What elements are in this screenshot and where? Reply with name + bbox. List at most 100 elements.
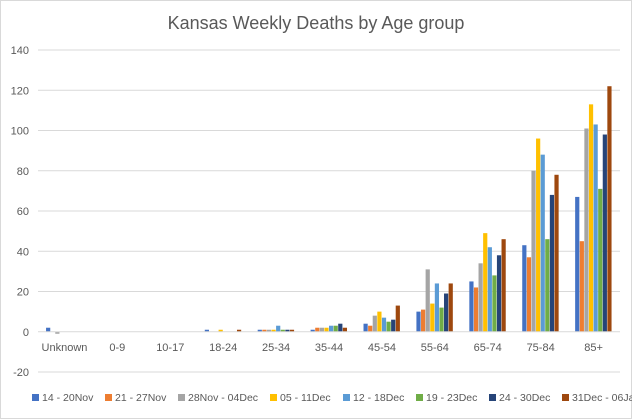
bar [496, 255, 502, 332]
legend-swatch [105, 394, 112, 401]
bar [545, 239, 550, 332]
x-category-label: 85+ [584, 342, 603, 354]
x-category-label: 10-17 [156, 342, 184, 354]
bar [554, 174, 559, 332]
x-category-label: 0-9 [109, 342, 125, 354]
x-category-label: 75-84 [527, 342, 555, 354]
bar [540, 154, 545, 332]
bar [536, 138, 541, 332]
y-tick-label: 120 [11, 85, 29, 97]
bar [372, 315, 377, 332]
y-axis-ticks: -20 0 20 40 60 80 100 120 140 [11, 45, 29, 379]
bar [469, 281, 474, 332]
bar [319, 327, 324, 332]
bar [381, 317, 387, 332]
x-axis-labels: Unknown 0-9 10-17 18-24 25-34 35-44 45-54 55-64… [42, 342, 603, 354]
bar [487, 247, 492, 332]
legend-swatch [562, 394, 569, 401]
bar [262, 329, 267, 332]
y-tick-label: 40 [17, 246, 29, 258]
x-category-label: Unknown [42, 342, 88, 354]
y-tick-label: 20 [17, 287, 29, 299]
bar [526, 257, 532, 332]
bar [448, 283, 453, 332]
y-tick-label: 0 [23, 327, 29, 339]
y-tick-label: 60 [17, 206, 29, 218]
x-category-label: 18-24 [209, 342, 237, 354]
bar [395, 305, 400, 332]
bar [425, 269, 430, 332]
legend-label: 21 - 27Nov [115, 392, 167, 404]
bar [588, 104, 594, 332]
legend-label: 31Dec - 06Jan [572, 392, 632, 404]
bar [338, 323, 343, 332]
bar [280, 329, 285, 332]
legend-label: 24 - 30Dec [499, 392, 550, 404]
legend-label: 14 - 20Nov [42, 392, 94, 404]
bar [575, 196, 580, 332]
bar [368, 325, 373, 332]
bar [46, 327, 51, 332]
legend-swatch [416, 394, 423, 401]
bar [285, 329, 290, 332]
bar [439, 307, 444, 332]
bar [434, 283, 440, 332]
y-tick-label: -20 [13, 367, 29, 379]
bar [391, 319, 396, 332]
x-category-label: 65-74 [474, 342, 502, 354]
y-tick-label: 80 [17, 166, 29, 178]
x-category-label: 45-54 [368, 342, 396, 354]
y-tick-label: 100 [11, 126, 29, 138]
bars [46, 86, 612, 334]
bar [204, 329, 209, 332]
bar [266, 329, 272, 332]
bar [444, 293, 449, 332]
y-tick-label: 140 [11, 45, 29, 57]
x-category-label: 55-64 [421, 342, 449, 354]
bar [377, 311, 382, 332]
bar [55, 331, 60, 334]
bar [473, 287, 479, 332]
bar [236, 329, 242, 332]
legend-label: 28Nov - 04Dec [188, 392, 258, 404]
bar [607, 86, 612, 332]
bar [416, 311, 421, 332]
bar [549, 194, 555, 332]
bar [602, 134, 607, 332]
legend-swatch [32, 394, 39, 401]
bar [324, 327, 329, 332]
bar [598, 188, 603, 332]
legend-swatch [178, 394, 185, 401]
x-category-label: 25-34 [262, 342, 290, 354]
bar [492, 275, 497, 332]
legend-label: 05 - 11Dec [280, 392, 331, 404]
bar [342, 327, 347, 332]
bar [478, 263, 483, 332]
x-category-label: 35-44 [315, 342, 343, 354]
bar [329, 325, 334, 332]
bar [271, 329, 276, 332]
bar [276, 325, 281, 332]
legend: 14 - 20Nov 21 - 27Nov 28Nov - 04Dec 05 - 11… [32, 392, 632, 404]
bar [593, 124, 598, 332]
bar [501, 239, 506, 332]
legend-label: 12 - 18Dec [353, 392, 404, 404]
bar [579, 241, 584, 332]
chart-title: Kansas Weekly Deaths by Age group [168, 13, 465, 33]
legend-label: 19 - 23Dec [426, 392, 477, 404]
bar [522, 245, 527, 332]
bar [257, 329, 262, 332]
legend-swatch [489, 394, 496, 401]
bar [333, 325, 338, 332]
bar [584, 128, 589, 332]
legend-swatch [343, 394, 350, 401]
bar [386, 321, 391, 332]
bar [363, 323, 368, 332]
bar [315, 327, 320, 332]
bar [218, 329, 223, 332]
bar [310, 329, 315, 332]
bar [289, 329, 295, 332]
legend-swatch [270, 394, 277, 401]
